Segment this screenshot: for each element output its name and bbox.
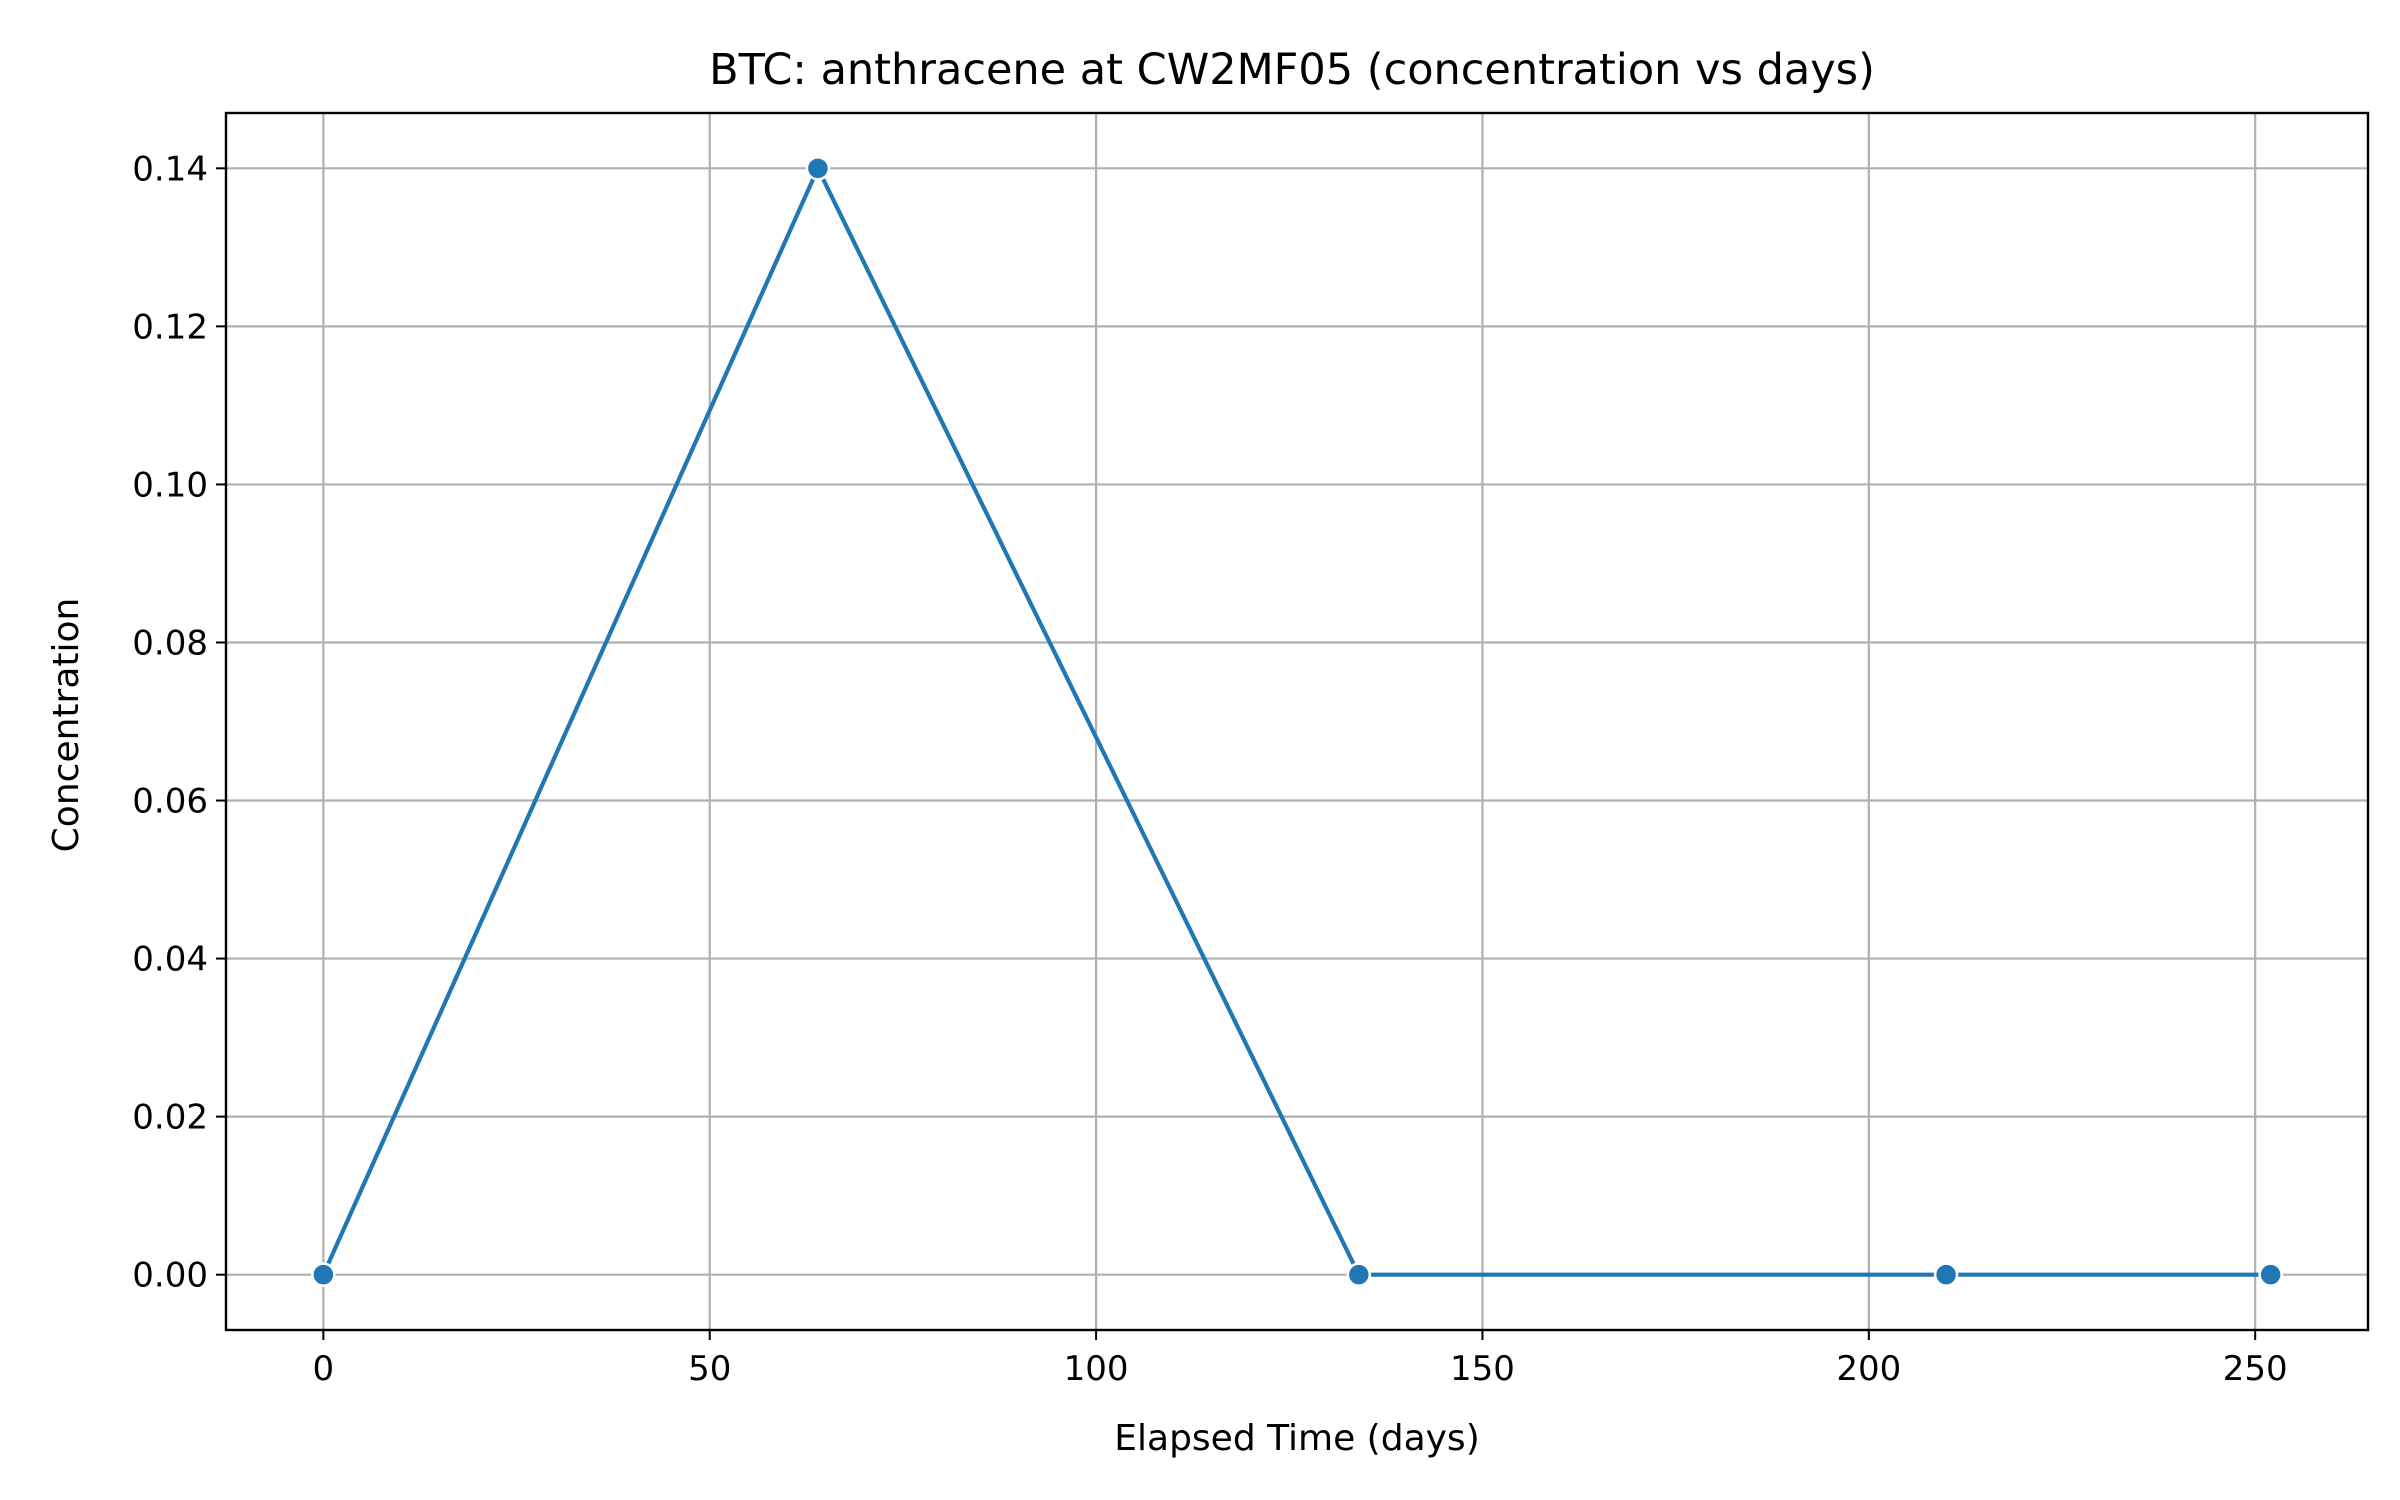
- y-tick-label-5: 0.10: [132, 465, 208, 505]
- data-point-0: [311, 1262, 336, 1287]
- y-tick-label-1: 0.02: [132, 1098, 208, 1138]
- data-point-2: [1346, 1262, 1372, 1287]
- series-line-0: [321, 166, 2271, 1277]
- y-axis-label: Concentration: [46, 598, 87, 853]
- y-tick-label-4: 0.08: [132, 623, 208, 663]
- y-tick-label-7: 0.14: [132, 149, 208, 189]
- grid: [226, 113, 2368, 1330]
- y-tick-label-2: 0.04: [132, 940, 208, 980]
- x-tick-label-2: 100: [1064, 1349, 1129, 1389]
- x-tick-label-3: 150: [1450, 1349, 1515, 1389]
- data-point-4: [2258, 1262, 2283, 1287]
- x-tick-label-5: 250: [2223, 1349, 2288, 1389]
- x-tick-label-4: 200: [1836, 1349, 1901, 1389]
- data-point-1: [805, 156, 831, 181]
- x-axis-label: Elapsed Time (days): [1114, 1418, 1479, 1459]
- x-tick-label-0: 0: [313, 1349, 335, 1389]
- data-point-3: [1933, 1262, 1959, 1287]
- x-tick-label-1: 50: [688, 1349, 731, 1389]
- axis-ticks: 0 50 100 150 200 250 0.00 0.02 0.04 0.06 0.08 0.10 0…: [132, 149, 2287, 1389]
- y-tick-label-6: 0.12: [132, 307, 208, 347]
- series-layer: [311, 156, 2283, 1287]
- y-tick-label-3: 0.06: [132, 782, 208, 822]
- chart-title: BTC: anthracene at CW2MF05 (concentratio…: [709, 45, 1875, 95]
- y-tick-label-0: 0.00: [132, 1256, 208, 1296]
- plot-frame: [224, 111, 2370, 1332]
